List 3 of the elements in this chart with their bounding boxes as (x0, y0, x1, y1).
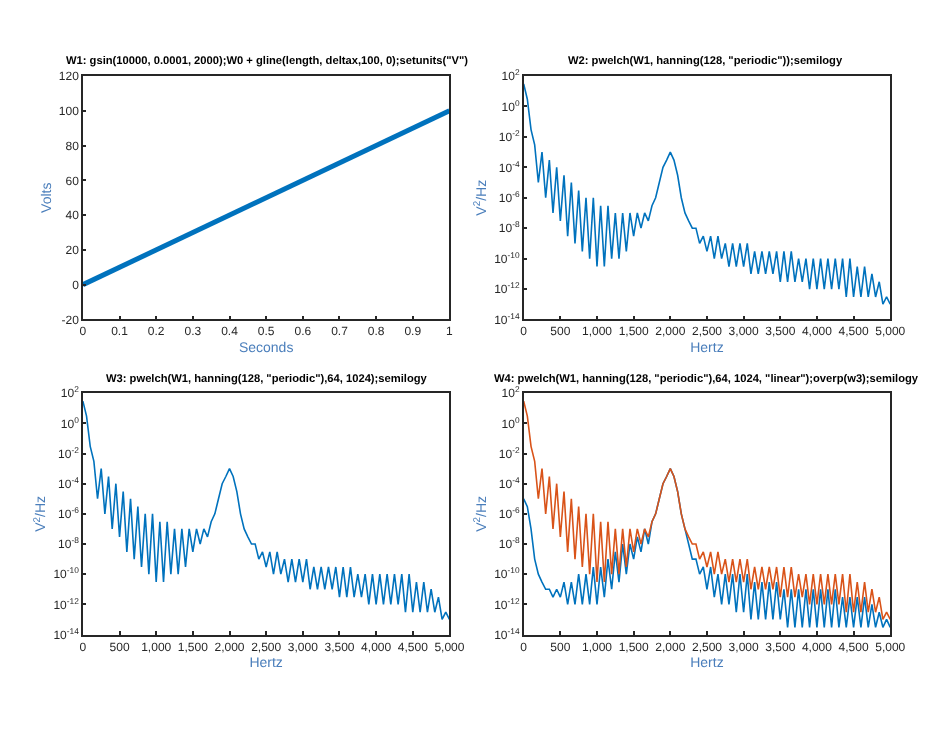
line-series (523, 83, 891, 306)
line-series (523, 400, 891, 621)
line-series (82, 400, 450, 621)
